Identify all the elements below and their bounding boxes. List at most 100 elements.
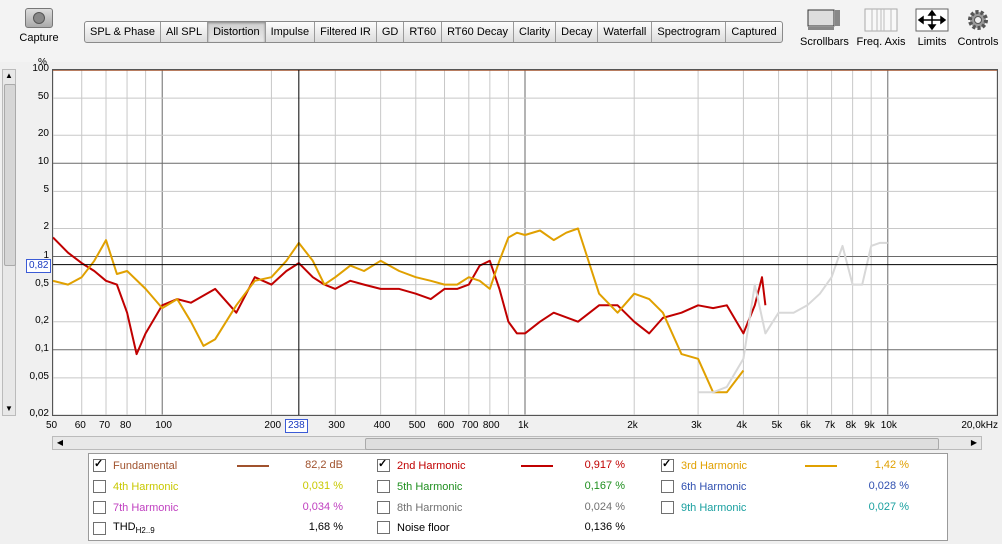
scrollbars-button[interactable]: Scrollbars (800, 8, 849, 48)
toolbar: Capture SPL & Phase All SPL Distortion I… (0, 0, 1002, 62)
y-tick-label: 5 (43, 184, 49, 196)
legend-item-3rd-harmonic[interactable]: 3rd Harmonic (661, 457, 748, 472)
3rd-harmonic-swatch (805, 465, 837, 467)
checkbox-8th-harmonic[interactable] (377, 501, 390, 514)
fundamental-swatch (237, 465, 269, 467)
x-tick-label: 6k (800, 420, 811, 431)
x-tick-label: 300 (328, 420, 345, 431)
legend-value-thd: 1,68 % (308, 521, 343, 533)
x-tick-label: 500 (408, 420, 426, 431)
checkbox-noise-floor[interactable] (377, 521, 390, 534)
controls-button[interactable]: Controls (956, 8, 1000, 48)
y-tick-label: 1 (43, 249, 49, 261)
legend-value-fundamental: 82,2 dB (305, 459, 343, 471)
y-tick-label: 50 (37, 91, 49, 103)
tab-captured[interactable]: Captured (731, 26, 777, 38)
y-tick-label: 2 (43, 221, 49, 233)
legend-label-fundamental: Fundamental (113, 459, 178, 472)
x-tick-label: 7k (824, 420, 836, 431)
distortion-plot[interactable] (52, 69, 998, 416)
legend-label-thd: THDH2..9 (113, 521, 155, 536)
legend-item-noise-floor[interactable]: Noise floor (377, 521, 450, 534)
x-tick-label: 100 (155, 420, 172, 431)
tab-distortion[interactable]: Distortion (208, 22, 266, 42)
tab-all-spl[interactable]: All SPL (161, 22, 209, 42)
checkbox-6th-harmonic[interactable] (661, 480, 674, 493)
freq-axis-label: Freq. Axis (856, 36, 906, 48)
x-tick-label: 60 (74, 420, 86, 431)
2nd-harmonic-swatch (521, 465, 553, 467)
x-tick-label: 70 (99, 420, 111, 431)
checkbox-2nd-harmonic[interactable] (377, 457, 390, 472)
cursor-x-readout: 238 (285, 419, 308, 433)
legend-item-8th-harmonic[interactable]: 8th Harmonic (377, 501, 462, 514)
x-tick-label: 80 (120, 420, 132, 431)
y-tick-label: 0,5 (35, 277, 49, 289)
vertical-scroll-thumb[interactable] (4, 84, 16, 266)
y-tick-label: 10 (37, 156, 49, 168)
x-tick-label: 50 (46, 420, 58, 431)
x-tick-label: 20,0kHz (961, 420, 998, 431)
tab-waterfall[interactable]: Waterfall (598, 22, 653, 42)
x-tick-label: 200 (264, 420, 282, 431)
legend-item-7th-harmonic[interactable]: 7th Harmonic (93, 501, 178, 514)
horizontal-scrollbar[interactable]: ◀ ▶ (52, 436, 982, 450)
x-tick-label: 8k (845, 420, 857, 431)
y-tick-label: 0,1 (35, 342, 49, 354)
x-tick-label: 10k (880, 420, 897, 431)
tab-decay[interactable]: Decay (556, 22, 599, 42)
x-tick-label: 9k (864, 420, 875, 431)
horizontal-scroll-thumb[interactable] (365, 438, 939, 450)
scroll-left-arrow-icon[interactable]: ◀ (56, 438, 64, 447)
legend-value-6th-harmonic: 0,028 % (868, 480, 909, 492)
legend-item-6th-harmonic[interactable]: 6th Harmonic (661, 480, 746, 493)
checkbox-fundamental[interactable] (93, 457, 106, 472)
legend-item-thd[interactable]: THDH2..9 (93, 521, 155, 535)
legend-item-2nd-harmonic[interactable]: 2nd Harmonic (377, 457, 465, 472)
scroll-down-arrow-icon[interactable]: ▼ (5, 404, 13, 413)
controls-label: Controls (957, 36, 999, 48)
x-tick-label: 400 (373, 420, 391, 431)
capture-label: Capture (19, 32, 59, 44)
limits-button[interactable]: Limits (912, 8, 952, 48)
x-tick-label: 600 (437, 420, 455, 431)
scroll-right-arrow-icon[interactable]: ▶ (970, 438, 978, 447)
tab-spectrogram[interactable]: Spectrogram (652, 22, 727, 42)
legend-item-fundamental[interactable]: Fundamental (93, 457, 178, 472)
legend-value-5th-harmonic: 0,167 % (584, 480, 625, 492)
checkbox-thd[interactable] (93, 521, 106, 535)
tab-gd[interactable]: GD (377, 22, 405, 42)
checkbox-3rd-harmonic[interactable] (661, 457, 674, 472)
checkbox-7th-harmonic[interactable] (93, 501, 106, 514)
freq-axis-icon (856, 8, 906, 32)
capture-button[interactable]: Capture (14, 8, 64, 44)
freq-axis-button[interactable]: Freq. Axis (856, 8, 906, 48)
legend-item-4th-harmonic[interactable]: 4th Harmonic (93, 480, 178, 493)
vertical-scrollbar[interactable]: ▲ ▼ (2, 69, 16, 416)
legend-label-4th-harmonic: 4th Harmonic (113, 480, 179, 493)
tab-rt60[interactable]: RT60 (404, 22, 443, 42)
tab-clarity[interactable]: Clarity (514, 22, 557, 42)
legend-label-6th-harmonic: 6th Harmonic (681, 480, 747, 493)
checkbox-5th-harmonic[interactable] (377, 480, 390, 493)
legend-label-3rd-harmonic: 3rd Harmonic (681, 459, 748, 472)
legend-label-9th-harmonic: 9th Harmonic (681, 501, 747, 514)
limits-label: Limits (917, 36, 947, 48)
tab-filtered-ir[interactable]: Filtered IR (315, 22, 377, 42)
checkbox-9th-harmonic[interactable] (661, 501, 674, 514)
tab-spl-phase[interactable]: SPL & Phase (85, 22, 162, 42)
checkbox-4th-harmonic[interactable] (93, 480, 106, 493)
legend-value-4th-harmonic: 0,031 % (302, 480, 343, 492)
scrollbars-label: Scrollbars (800, 36, 849, 48)
legend-item-9th-harmonic[interactable]: 9th Harmonic (661, 501, 746, 514)
y-tick-label: 0,05 (29, 370, 49, 382)
tab-impulse[interactable]: Impulse (266, 22, 316, 42)
x-tick-label: 1k (518, 420, 529, 431)
y-tick-label: 100 (32, 63, 49, 74)
tab-rt60-decay[interactable]: RT60 Decay (442, 22, 514, 42)
legend-value-9th-harmonic: 0,027 % (868, 501, 909, 513)
legend-label-noise-floor: Noise floor (397, 521, 450, 534)
scroll-up-arrow-icon[interactable]: ▲ (5, 71, 13, 80)
gear-icon (956, 8, 1000, 32)
legend-item-5th-harmonic[interactable]: 5th Harmonic (377, 480, 462, 493)
